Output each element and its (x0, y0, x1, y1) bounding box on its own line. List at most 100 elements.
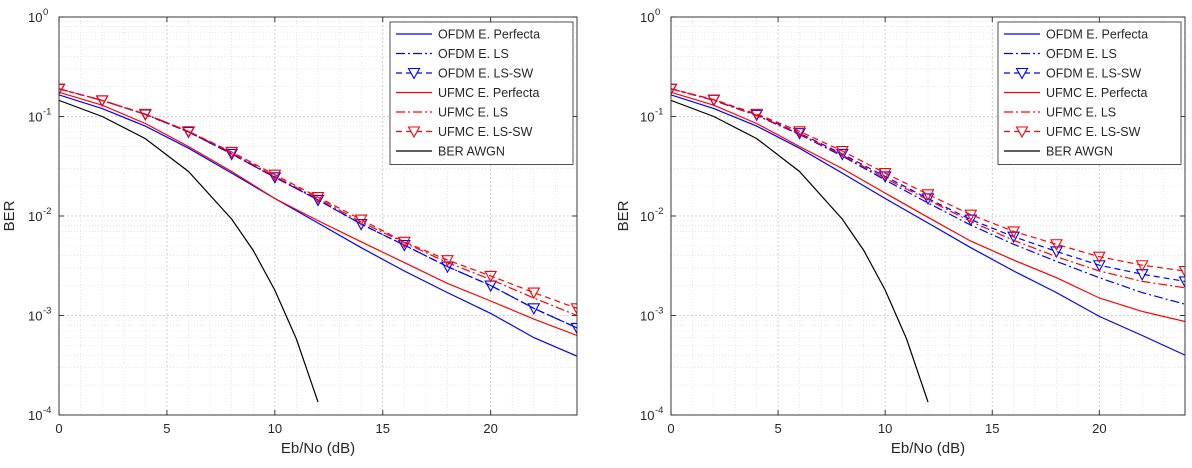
legend-entry: OFDM E. LS-SW (1004, 67, 1141, 81)
x-tick-label: 20 (483, 421, 497, 436)
y-tick-base: 10 (28, 209, 42, 224)
series-line (671, 94, 1185, 356)
series-marker (1007, 231, 1021, 244)
y-tick-base: 10 (640, 110, 654, 125)
y-tick-label: 10 -2 (28, 206, 51, 224)
legend-entry: OFDM E. LS (1004, 47, 1117, 61)
y-tick-label: 10 -1 (640, 107, 663, 125)
y-tick-exponent: -2 (43, 206, 51, 217)
series-line (671, 99, 929, 403)
series-marker (441, 255, 454, 267)
y-tick-exponent: -1 (655, 107, 663, 118)
series-marker (397, 236, 411, 249)
series-marker (1092, 251, 1106, 264)
series-marker (1007, 226, 1021, 239)
series-marker (707, 94, 721, 107)
legend-marker (1015, 126, 1029, 139)
series-line (59, 88, 577, 317)
y-tick-exponent: 0 (43, 7, 48, 18)
y-tick-base: 10 (28, 110, 42, 125)
legend-entry: UFMC E. LS (396, 106, 508, 120)
legend-entry: OFDM E. LS-SW (396, 67, 533, 81)
legend-label: OFDM E. Perfecta (438, 28, 540, 42)
legend-label: BER AWGN (1046, 145, 1113, 159)
y-axis-label: BER (1, 200, 18, 231)
x-tick-label: 0 (667, 421, 674, 436)
legend-label: OFDM E. LS (438, 47, 509, 61)
legend-label: UFMC E. LS (1046, 106, 1116, 120)
series-marker (354, 214, 368, 227)
series-marker (750, 108, 764, 121)
x-tick-label: 15 (376, 421, 390, 436)
y-tick-label: 10 -1 (28, 107, 51, 125)
series-marker (484, 270, 498, 283)
y-tick-exponent: -4 (43, 405, 51, 416)
legend-entry: BER AWGN (396, 145, 505, 159)
x-axis-label: Eb/No (dB) (891, 440, 965, 457)
series-marker (1178, 276, 1185, 289)
x-axis-label: Eb/No (dB) (281, 440, 355, 457)
series-marker (1092, 260, 1106, 272)
legend-marker (407, 126, 421, 139)
legend-label: UFMC E. Perfecta (1046, 86, 1147, 100)
series-line (671, 88, 1185, 282)
y-tick-exponent: -1 (43, 107, 51, 118)
y-tick-label: 10 -3 (640, 306, 663, 324)
legend-label: OFDM E. LS-SW (438, 67, 533, 81)
series-marker (527, 287, 541, 300)
legend: OFDM E. Perfecta OFDM E. LS OFDM E. LS-SW U… (997, 21, 1182, 165)
series-marker (268, 169, 282, 182)
series-marker (570, 322, 577, 335)
y-tick-label: 10 -3 (28, 306, 51, 324)
series-marker (793, 128, 806, 140)
series-line (59, 91, 577, 337)
legend-label: UFMC E. LS (438, 106, 508, 120)
series-marker (793, 126, 806, 138)
legend-entry: BER AWGN (1004, 145, 1113, 159)
legend-box (389, 21, 574, 165)
series-marker (921, 189, 935, 202)
x-tick-label: 15 (985, 421, 999, 436)
series-marker (95, 95, 109, 108)
y-tick-exponent: -2 (655, 206, 663, 217)
legend-label: OFDM E. LS (1046, 47, 1117, 61)
legend-label: UFMC E. Perfecta (438, 86, 539, 100)
y-tick-label: 10 -4 (640, 405, 663, 423)
y-tick-label: 10 0 (28, 7, 48, 25)
series-marker (878, 168, 892, 180)
series-marker (59, 83, 66, 96)
x-tick-label: 5 (163, 421, 170, 436)
series-marker (964, 209, 978, 222)
series-marker (835, 145, 849, 158)
series-marker (268, 172, 282, 184)
x-tick-label: 5 (774, 421, 781, 436)
series-marker (1178, 265, 1185, 278)
series-marker (527, 303, 541, 315)
y-tick-base: 10 (640, 408, 654, 423)
series-marker (671, 83, 678, 96)
legend-label: UFMC E. LS-SW (1046, 125, 1141, 139)
legend-entry: OFDM E. Perfecta (396, 28, 540, 42)
legend: OFDM E. Perfecta OFDM E. LS OFDM E. LS-SW U… (389, 21, 574, 165)
series-marker (570, 303, 577, 315)
y-tick-exponent: -3 (655, 306, 663, 317)
y-tick-label: 10 -4 (28, 405, 51, 423)
y-tick-label: 10 -2 (640, 206, 663, 224)
series-marker (1050, 246, 1063, 259)
series-line (59, 94, 577, 357)
y-tick-base: 10 (640, 10, 654, 25)
legend-entry: UFMC E. Perfecta (1004, 86, 1147, 100)
series-line (671, 88, 1185, 272)
legend-label: OFDM E. Perfecta (1046, 28, 1148, 42)
legend-label: BER AWGN (438, 145, 505, 159)
legend-label: UFMC E. LS-SW (438, 125, 533, 139)
series-marker (835, 148, 849, 161)
y-tick-base: 10 (28, 408, 42, 423)
y-tick-base: 10 (28, 309, 42, 324)
series-group (671, 83, 1185, 403)
legend-entry: UFMC E. LS-SW (396, 125, 533, 139)
series-group (59, 83, 577, 403)
